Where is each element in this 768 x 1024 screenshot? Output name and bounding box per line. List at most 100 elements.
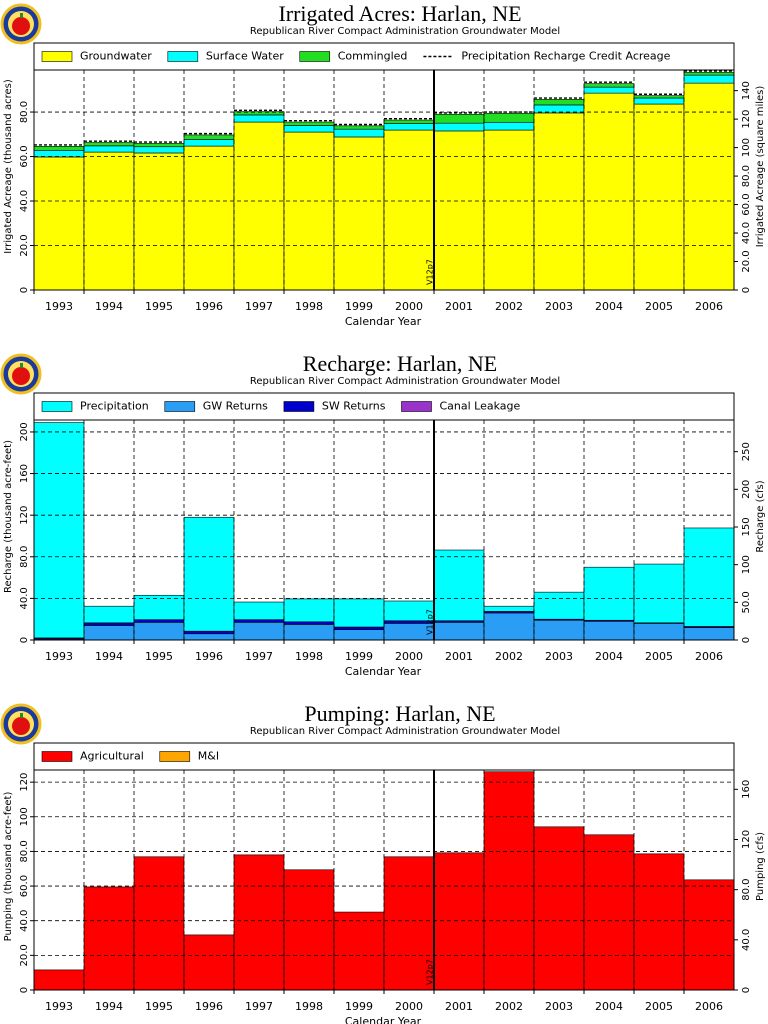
y-tick-label: 20.0 [19, 234, 30, 256]
legend-swatch [167, 51, 199, 62]
bar-segment [633, 97, 685, 105]
legend-label: Precipitation [80, 400, 149, 413]
bar-segment [283, 121, 335, 126]
x-tick-label: 1997 [245, 300, 273, 313]
bar-segment [133, 152, 185, 291]
x-axis-label: Calendar Year [345, 315, 422, 328]
x-tick-label: 1996 [195, 650, 223, 663]
y-tick-label: 40.0 [19, 910, 30, 932]
y2-tick-label: 120 [741, 110, 752, 129]
y2-tick-label: 160 [741, 780, 752, 799]
bar-segment [683, 74, 735, 84]
bar-segment [583, 566, 635, 621]
bar-segment [283, 624, 335, 641]
chart-title: Recharge: Harlan, NE [303, 351, 497, 376]
y-tick-label: 0 [19, 637, 30, 643]
y-tick-label: 80.0 [19, 840, 30, 862]
bar-segment [233, 619, 285, 623]
y2-tick-label: 100 [741, 138, 752, 157]
legend-label: Surface Water [206, 50, 284, 63]
bar-segment [533, 591, 585, 620]
y2-tick-label: 80.0 [741, 879, 752, 901]
logo [0, 703, 42, 745]
x-tick-label: 2005 [645, 300, 673, 313]
bar-segment [533, 619, 585, 641]
bar-segment [383, 119, 435, 124]
x-tick-label: 1993 [45, 1000, 73, 1013]
bar-segment [433, 852, 485, 991]
x-tick-label: 2003 [545, 1000, 573, 1013]
legend-label: Agricultural [80, 750, 144, 763]
x-tick-label: 1997 [245, 1000, 273, 1013]
bar-segment [433, 549, 485, 622]
annotation-label: V12p7 [426, 259, 435, 285]
bar-segment [333, 911, 385, 991]
x-tick-label: 1995 [145, 1000, 173, 1013]
legend-swatch [283, 401, 315, 412]
bar-segment [33, 422, 85, 639]
legend-label: SW Returns [322, 400, 386, 413]
bar-segment [183, 630, 235, 635]
y2-tick-label: 120 [741, 830, 752, 849]
bar-segment [33, 145, 85, 151]
y2-tick-label: 20.0 [741, 250, 752, 272]
legend-swatch [164, 401, 196, 412]
legend-label: Groundwater [80, 50, 152, 63]
annotation-label: V12p7 [426, 959, 435, 985]
x-tick-label: 1993 [45, 650, 73, 663]
y-tick-label: 60.0 [19, 875, 30, 897]
y-tick-label: 120 [19, 506, 30, 525]
y2-tick-label: 40.0 [741, 929, 752, 951]
x-tick-label: 1998 [295, 650, 323, 663]
x-tick-label: 2003 [545, 650, 573, 663]
bar-segment [133, 622, 185, 641]
y-tick-label: 40.0 [19, 190, 30, 212]
bar-segment [33, 156, 85, 291]
y-axis-label: Pumping (thousand acre-feet) [3, 792, 14, 942]
x-tick-label: 1995 [145, 650, 173, 663]
bar-segment [633, 623, 685, 641]
bar-segment [633, 95, 685, 99]
legend-swatch [159, 751, 191, 762]
logo [0, 353, 42, 395]
chart-title: Irrigated Acres: Harlan, NE [278, 1, 521, 26]
x-tick-label: 1998 [295, 300, 323, 313]
y2-tick-label: 140 [741, 81, 752, 100]
legend-swatch [299, 51, 331, 62]
x-tick-label: 2002 [495, 1000, 523, 1013]
bar-segment [683, 82, 735, 291]
bar-segment [233, 622, 285, 641]
bar-segment [583, 620, 635, 641]
x-tick-label: 1998 [295, 1000, 323, 1013]
x-tick-label: 2001 [445, 650, 473, 663]
y2-tick-label: 250 [741, 442, 752, 461]
bar-segment [333, 128, 385, 138]
x-tick-label: 2006 [695, 650, 723, 663]
bar-segment [583, 92, 635, 291]
bar-segment [333, 598, 385, 628]
bar-segment [433, 113, 485, 124]
bar-segment [483, 113, 535, 123]
logo-apple [12, 717, 30, 735]
x-tick-label: 2000 [395, 650, 423, 663]
legend-swatch [41, 51, 73, 62]
x-tick-label: 1999 [345, 1000, 373, 1013]
legend-label: M&I [198, 750, 219, 763]
chart-title: Pumping: Harlan, NE [304, 701, 495, 726]
y2-tick-label: 150 [741, 517, 752, 536]
bar-segment [633, 853, 685, 991]
bar-segment [683, 527, 735, 627]
y-tick-label: 0 [19, 987, 30, 993]
legend-swatch [41, 751, 73, 762]
bar-segment [133, 146, 185, 154]
bar-segment [683, 72, 735, 76]
bar-segment [133, 594, 185, 621]
x-axis-label: Calendar Year [345, 665, 422, 678]
logo-leaf [20, 13, 23, 18]
chart-subtitle: Republican River Compact Administration … [250, 376, 560, 387]
bar-segment [33, 969, 85, 991]
bar-segment [483, 121, 535, 131]
logo-apple [12, 17, 30, 35]
x-tick-label: 2002 [495, 300, 523, 313]
